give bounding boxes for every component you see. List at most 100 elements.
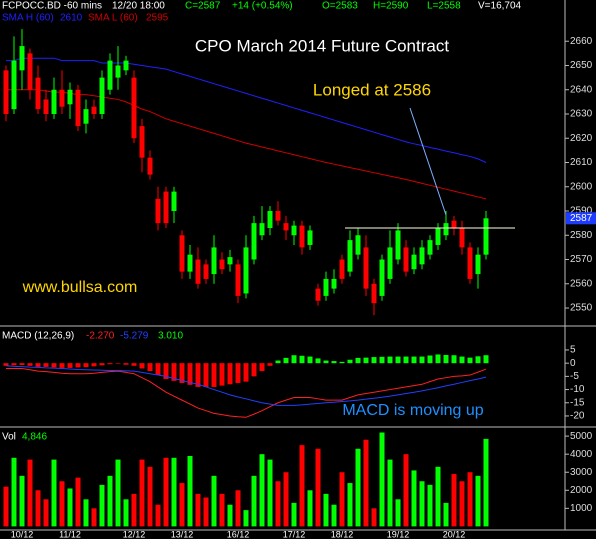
legend-name: SMA L (60) (88, 13, 138, 24)
candle-body (443, 223, 449, 236)
histogram-bar (459, 356, 465, 364)
volume-value: 4,846 (22, 432, 47, 443)
histogram-bar (379, 356, 385, 364)
volume-bar (11, 457, 17, 527)
volume-bar (187, 455, 193, 527)
histogram-bar (427, 355, 433, 364)
volume-bar (467, 472, 473, 527)
y-tick-label: 2550 (570, 303, 593, 314)
y-tick-label: 4000 (570, 449, 593, 460)
y-tick-label: 5000 (570, 431, 593, 442)
histogram-bar (11, 363, 17, 366)
moving-average (6, 89, 487, 200)
candle-body (299, 225, 305, 248)
volume-bar (347, 483, 353, 527)
candle-body (187, 254, 193, 272)
volume-bar (195, 493, 201, 527)
time: 12/20 18:00 (112, 1, 165, 12)
candle-body (27, 53, 33, 90)
candle-body (83, 109, 89, 124)
volume-bar (67, 488, 73, 527)
histogram-value: 3.010 (158, 331, 183, 342)
candle-body (411, 254, 417, 270)
candle-body (307, 230, 313, 245)
change: +14 (+0.54%) (232, 1, 293, 12)
candle-body (379, 259, 385, 296)
high: H=2590 (373, 1, 409, 12)
x-tick-label: 20/12 (443, 529, 466, 539)
candle-body (179, 235, 185, 272)
candle-body (75, 89, 81, 127)
y-tick-label: 2580 (570, 230, 593, 241)
histogram-bar (483, 355, 489, 364)
volume-bar (363, 439, 369, 527)
candle-body (451, 220, 457, 228)
volume-bar (411, 470, 417, 527)
y-tick-label: 2630 (570, 109, 593, 120)
watermark: www.bullsa.com (22, 279, 138, 296)
candle-body (427, 240, 433, 255)
volume-bar (371, 508, 377, 527)
candle-body (347, 240, 353, 272)
candle-body (291, 225, 297, 236)
histogram-bar (235, 363, 241, 383)
y-tick-label: 2590 (570, 206, 593, 217)
histogram-bar (475, 356, 481, 364)
candle-body (19, 46, 25, 71)
candle-body (195, 259, 201, 284)
histogram-bar (19, 363, 25, 366)
histogram-bar (83, 363, 89, 368)
volume-bar (211, 475, 217, 527)
histogram-bar (307, 356, 313, 364)
volume-bar (139, 459, 145, 527)
volume-bar (475, 475, 481, 527)
volume-bar (283, 472, 289, 527)
histogram-bar (315, 358, 321, 364)
candle-body (67, 89, 73, 105)
x-tick-label: 16/12 (227, 529, 250, 539)
volume-bar (435, 466, 441, 527)
macd-value: -2.270 (86, 331, 115, 342)
volume-bar (3, 486, 9, 527)
candle-body (227, 257, 233, 265)
volume-bar (331, 504, 337, 527)
y-tick-label: -10 (570, 384, 585, 395)
histogram-bar (211, 363, 217, 387)
low: L=2558 (427, 1, 461, 12)
histogram-bar (131, 363, 137, 366)
volume-bar (27, 459, 33, 527)
candle-body (339, 259, 345, 279)
volume-bar (387, 459, 393, 527)
candle-body (435, 227, 441, 245)
volume-bar (171, 457, 177, 527)
y-tick-label: -20 (570, 411, 585, 422)
histogram-bar (411, 356, 417, 364)
volume-bar (419, 481, 425, 527)
macd-line (5, 365, 487, 406)
candle-body (283, 223, 289, 231)
histogram-bar (243, 363, 249, 382)
candle-body (131, 77, 137, 139)
candle-body (219, 259, 225, 270)
annotation: MACD is moving up (342, 402, 483, 419)
panel-title: Vol (2, 432, 16, 443)
moving-average (6, 57, 487, 163)
last-price-label: 2587 (570, 213, 593, 224)
candle-body (123, 60, 129, 71)
candle-body (147, 157, 153, 175)
histogram-bar (251, 363, 257, 377)
histogram-bar (387, 356, 393, 364)
histogram-bar (435, 354, 441, 364)
candle-body (35, 77, 41, 110)
y-tick-label: 2620 (570, 133, 593, 144)
candle-body (315, 288, 321, 301)
panel-title: MACD (12,26,9) (2, 331, 74, 342)
x-tick-label: 17/12 (283, 529, 306, 539)
volume-bar (459, 481, 465, 527)
candle-body (259, 223, 265, 236)
candle-body (403, 247, 409, 272)
candle-body (43, 99, 49, 114)
histogram-bar (123, 363, 129, 365)
last-price-box (566, 212, 596, 225)
